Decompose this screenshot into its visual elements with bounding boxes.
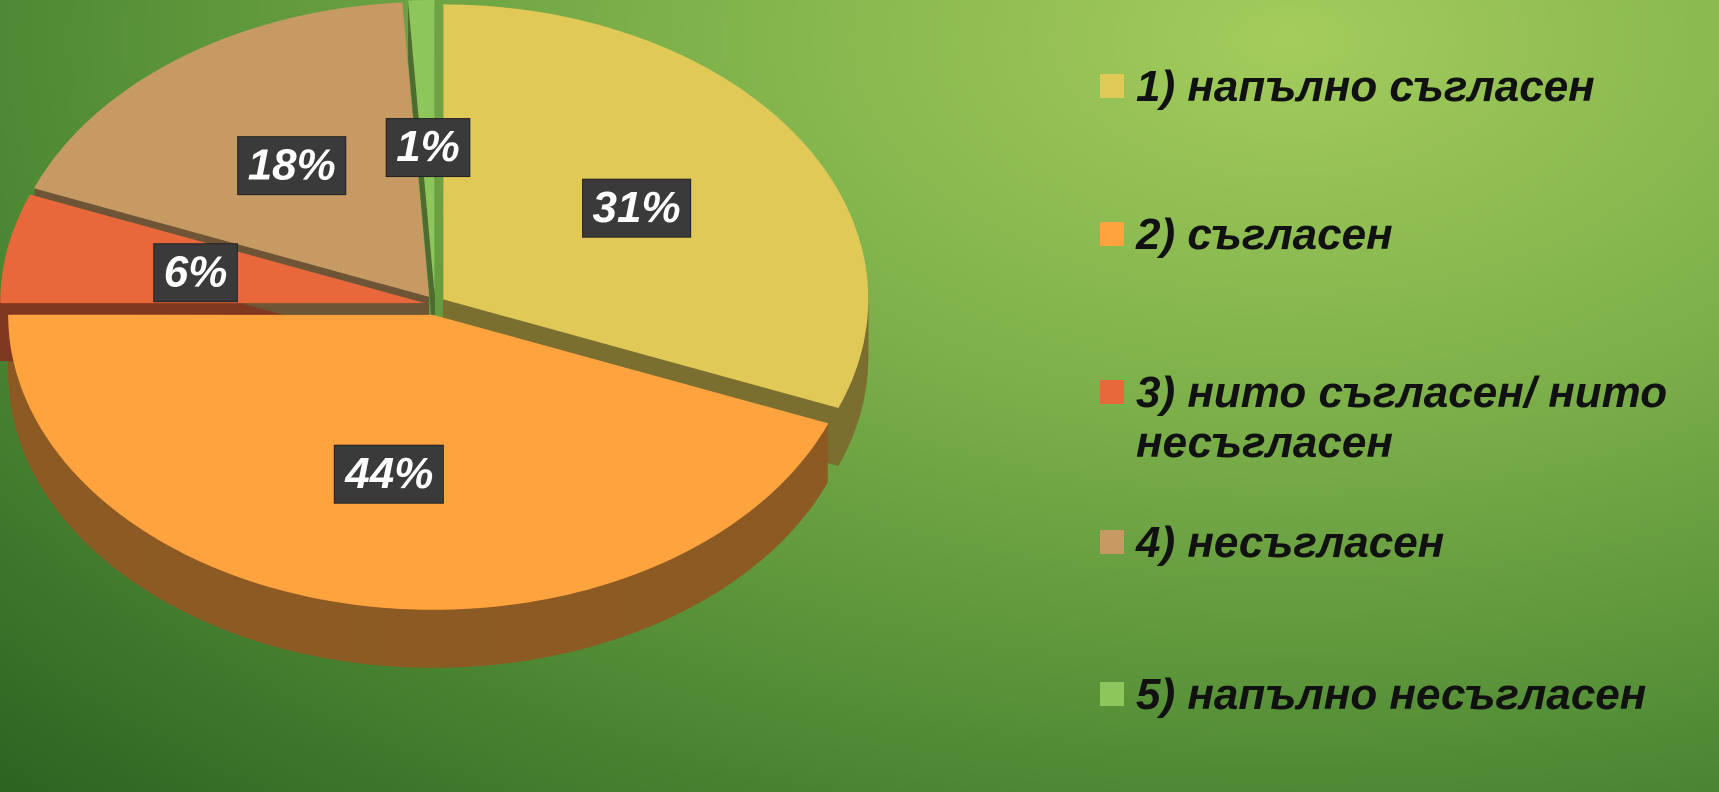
legend-swatch xyxy=(1100,74,1124,98)
label-box xyxy=(333,444,444,504)
legend-swatch xyxy=(1100,682,1124,706)
data-label: 6% xyxy=(153,243,238,303)
legend-label: 3) нито съгласен/ нито несъгласен xyxy=(1136,368,1668,467)
label-box xyxy=(237,136,347,196)
legend-item: 4) несъгласен xyxy=(1100,518,1710,568)
legend-label: 2) съгласен xyxy=(1136,210,1393,259)
legend-item: 5) напълно несъгласен xyxy=(1100,670,1710,720)
label-text: 31% xyxy=(593,183,681,232)
legend-label: 4) несъгласен xyxy=(1136,518,1445,567)
legend-item: 1) напълно съгласен xyxy=(1100,62,1710,112)
label-box xyxy=(582,178,692,238)
legend-swatch xyxy=(1100,380,1124,404)
data-label: 44% xyxy=(333,444,444,504)
label-box xyxy=(153,243,238,303)
legend-item: 2) съгласен xyxy=(1100,210,1710,260)
legend-item: 3) нито съгласен/ нито несъгласен xyxy=(1100,368,1710,468)
slice xyxy=(34,2,430,297)
legend-label: 1) напълно съгласен xyxy=(1136,62,1595,111)
legend-swatch xyxy=(1100,530,1124,554)
legend-label: 5) напълно несъгласен xyxy=(1136,670,1647,719)
data-label: 31% xyxy=(582,178,692,238)
legend: 1) напълно съгласен 2) съгласен 3) нито съ… xyxy=(1100,0,1719,792)
label-text: 44% xyxy=(344,449,433,498)
label-text: 1% xyxy=(396,122,460,171)
label-box xyxy=(385,118,471,178)
legend-swatch xyxy=(1100,222,1124,246)
label-text: 6% xyxy=(164,247,228,296)
label-text: 18% xyxy=(248,140,336,189)
data-label: 1% xyxy=(385,118,471,178)
data-label: 18% xyxy=(237,136,347,196)
